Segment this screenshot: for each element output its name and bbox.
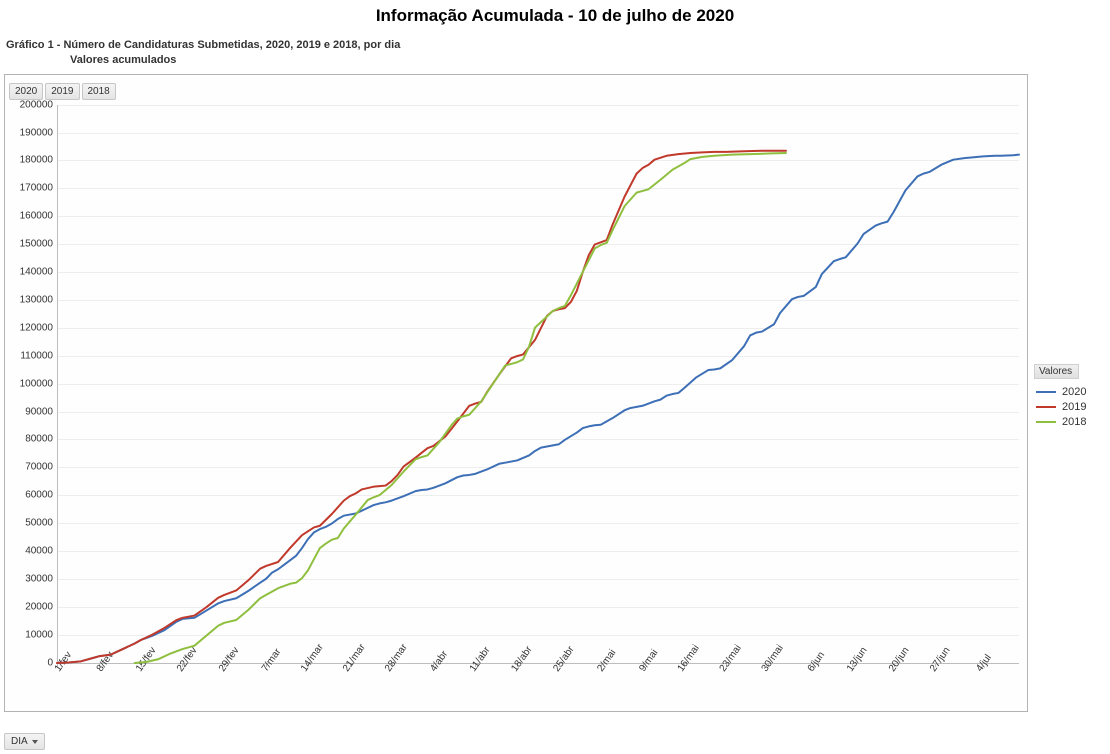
y-tick-label: 50000 xyxy=(25,518,53,529)
subtitle-block: Gráfico 1 - Número de Candidaturas Subme… xyxy=(0,38,1110,68)
y-tick-label: 180000 xyxy=(20,155,53,166)
y-tick-label: 100000 xyxy=(20,378,53,389)
series-line-2018 xyxy=(135,153,786,663)
main-title: Informação Acumulada - 10 de julho de 20… xyxy=(0,0,1110,32)
legend-swatch xyxy=(1036,391,1056,393)
y-tick-label: 90000 xyxy=(25,406,53,417)
series-line-2019 xyxy=(57,150,786,662)
page-root: Informação Acumulada - 10 de julho de 20… xyxy=(0,0,1110,754)
dashboard: 202020192018 010000200003000040000500006… xyxy=(0,74,1110,712)
legend-item-2020[interactable]: 2020 xyxy=(1036,386,1086,398)
y-tick-label: 140000 xyxy=(20,267,53,278)
year-chip-2020[interactable]: 2020 xyxy=(9,83,43,100)
legend: Valores 2020 2019 2018 xyxy=(1034,364,1086,431)
legend-label: 2020 xyxy=(1062,386,1086,398)
series-line-2020 xyxy=(57,154,1019,662)
chart-container: 202020192018 010000200003000040000500006… xyxy=(4,74,1028,712)
dia-dropdown[interactable]: DIA xyxy=(4,733,45,750)
y-tick-label: 20000 xyxy=(25,601,53,612)
legend-label: 2019 xyxy=(1062,401,1086,413)
chevron-down-icon xyxy=(32,740,38,744)
year-chip-2018[interactable]: 2018 xyxy=(82,83,116,100)
y-tick-label: 70000 xyxy=(25,462,53,473)
y-tick-label: 30000 xyxy=(25,573,53,584)
y-tick-label: 40000 xyxy=(25,546,53,557)
y-tick-label: 130000 xyxy=(20,294,53,305)
subtitle-line1: Gráfico 1 - Número de Candidaturas Subme… xyxy=(6,38,1110,53)
y-tick-label: 120000 xyxy=(20,322,53,333)
x-axis-line xyxy=(57,663,1019,664)
y-tick-label: 150000 xyxy=(20,239,53,250)
y-tick-label: 200000 xyxy=(20,99,53,110)
legend-swatch xyxy=(1036,406,1056,408)
legend-item-2018[interactable]: 2018 xyxy=(1036,416,1086,428)
y-tick-label: 190000 xyxy=(20,127,53,138)
y-tick-label: 110000 xyxy=(20,350,53,361)
legend-item-2019[interactable]: 2019 xyxy=(1036,401,1086,413)
plot-area: 0100002000030000400005000060000700008000… xyxy=(57,105,1019,663)
legend-swatch xyxy=(1036,421,1056,423)
series-svg xyxy=(57,105,1019,663)
y-tick-label: 60000 xyxy=(25,490,53,501)
year-chip-group: 202020192018 xyxy=(9,83,116,100)
y-tick-label: 170000 xyxy=(20,183,53,194)
y-tick-label: 160000 xyxy=(20,211,53,222)
y-tick-label: 10000 xyxy=(25,629,53,640)
dia-dropdown-label: DIA xyxy=(11,736,28,747)
year-chip-2019[interactable]: 2019 xyxy=(45,83,79,100)
legend-title: Valores xyxy=(1034,364,1079,379)
subtitle-line2: Valores acumulados xyxy=(6,53,1110,68)
y-tick-label: 80000 xyxy=(25,434,53,445)
legend-label: 2018 xyxy=(1062,416,1086,428)
